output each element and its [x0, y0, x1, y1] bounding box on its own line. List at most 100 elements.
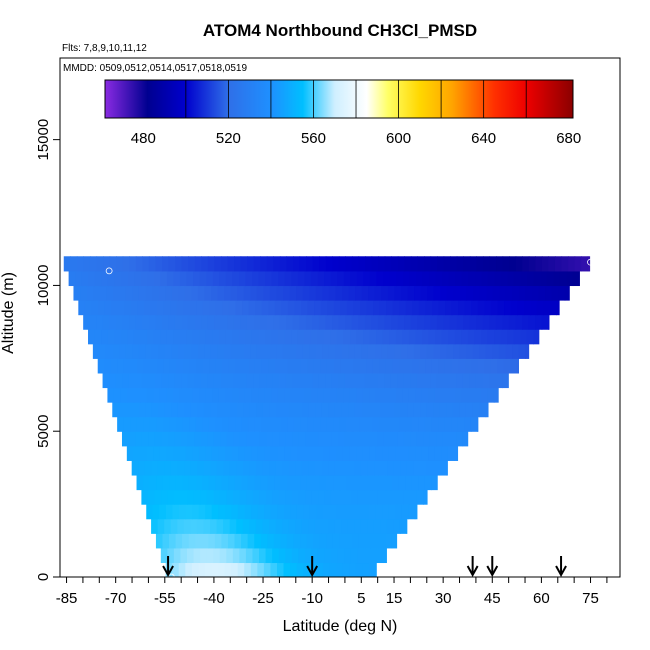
heatmap-cell: [221, 533, 229, 549]
heatmap-cell: [162, 533, 170, 549]
heatmap-cell: [380, 460, 388, 476]
heatmap-cell: [83, 256, 91, 272]
heatmap-cell: [184, 343, 192, 359]
heatmap-cell: [351, 314, 359, 330]
heatmap-cell: [189, 300, 197, 316]
heatmap-cell: [371, 256, 379, 272]
heatmap-cell: [272, 489, 280, 505]
heatmap-cell: [561, 256, 569, 272]
heatmap-cell: [215, 416, 223, 432]
x-tick-label: 30: [435, 590, 452, 607]
heatmap-cell: [508, 314, 517, 330]
heatmap-cell: [411, 474, 419, 491]
heatmap-cell: [232, 547, 240, 564]
heatmap-cell: [310, 270, 319, 287]
heatmap-cell: [355, 562, 363, 577]
heatmap-cell: [151, 460, 159, 476]
heatmap-cell: [484, 300, 492, 316]
heatmap-cell: [466, 285, 474, 301]
heatmap-cell: [234, 533, 242, 549]
heatmap-cell: [194, 256, 202, 272]
heatmap-cell: [497, 300, 505, 316]
heatmap-cell: [207, 372, 215, 389]
heatmap-cell: [238, 387, 246, 403]
heatmap-cell: [226, 489, 234, 505]
heatmap-cell: [175, 533, 183, 549]
heatmap-cell: [131, 460, 139, 476]
heatmap-cell: [237, 562, 245, 577]
heatmap-cell: [263, 562, 272, 577]
heatmap-cell: [423, 431, 431, 447]
heatmap-cell: [326, 358, 335, 374]
x-tick-label: 15: [386, 590, 403, 607]
heatmap-cell: [306, 256, 314, 272]
heatmap-cell: [210, 460, 218, 476]
heatmap-cell: [250, 562, 258, 577]
heatmap-cell: [291, 547, 299, 564]
heatmap-cell: [533, 329, 540, 345]
heatmap-cell: [203, 402, 212, 418]
heatmap-cell: [273, 314, 281, 330]
heatmap-cell: [205, 387, 213, 403]
heatmap-cell: [321, 518, 329, 534]
heatmap-cell: [258, 387, 266, 403]
heatmap-cell: [170, 460, 179, 476]
heatmap-cell: [461, 387, 469, 403]
heatmap-cell: [467, 387, 475, 403]
heatmap-cell: [305, 489, 313, 505]
heatmap-cell: [207, 256, 215, 272]
heatmap-cell: [163, 300, 171, 316]
heatmap-cell: [461, 270, 469, 287]
heatmap-cell: [443, 314, 451, 330]
heatmap-cell: [217, 343, 225, 359]
heatmap-cell: [103, 256, 111, 272]
heatmap-cell: [153, 387, 161, 403]
heatmap-cell: [489, 314, 497, 330]
heatmap-cell: [332, 533, 340, 549]
heatmap-cell: [326, 533, 334, 549]
heatmap-cell: [205, 504, 213, 520]
heatmap-cell: [476, 314, 484, 330]
heatmap-cell: [68, 270, 76, 287]
heatmap-cell: [334, 402, 343, 418]
heatmap-cell: [324, 270, 332, 287]
heatmap-cell: [83, 314, 91, 330]
heatmap-cell: [164, 460, 172, 476]
heatmap-cell: [405, 416, 413, 432]
heatmap-cell: [334, 518, 342, 534]
heatmap-cell: [228, 358, 236, 374]
heatmap-cell: [256, 402, 264, 418]
heatmap-cell: [203, 518, 211, 534]
heatmap-cell: [215, 300, 224, 316]
heatmap-cell: [107, 270, 116, 287]
heatmap-cell: [433, 343, 441, 359]
heatmap-cell: [581, 256, 589, 272]
heatmap-cell: [446, 402, 454, 418]
heatmap-cell: [122, 256, 130, 272]
heatmap-cell: [133, 387, 141, 403]
heatmap-cell: [247, 256, 255, 272]
heatmap-cell: [533, 270, 541, 287]
heatmap-cell: [167, 431, 175, 447]
heatmap-cell: [432, 300, 440, 316]
heatmap-cell: [89, 314, 97, 330]
heatmap-cell: [343, 329, 351, 345]
heatmap-cell: [382, 329, 390, 345]
heatmap-cell: [357, 489, 365, 505]
heatmap-cell: [243, 285, 251, 301]
heatmap-cell: [372, 474, 380, 491]
heatmap-cell: [391, 474, 400, 491]
heatmap-cell: [337, 489, 346, 505]
heatmap-cell: [226, 431, 234, 447]
heatmap-cell: [167, 489, 175, 505]
heatmap-cell: [163, 358, 171, 374]
heatmap-cell: [132, 285, 140, 301]
heatmap-cell: [197, 285, 206, 301]
heatmap-cell: [192, 329, 200, 345]
heatmap-cell: [212, 329, 220, 345]
heatmap-cell: [440, 285, 448, 301]
heatmap-cell: [386, 300, 394, 316]
heatmap-cell: [287, 300, 296, 316]
heatmap-cell: [143, 358, 151, 374]
heatmap-cell: [376, 547, 385, 564]
